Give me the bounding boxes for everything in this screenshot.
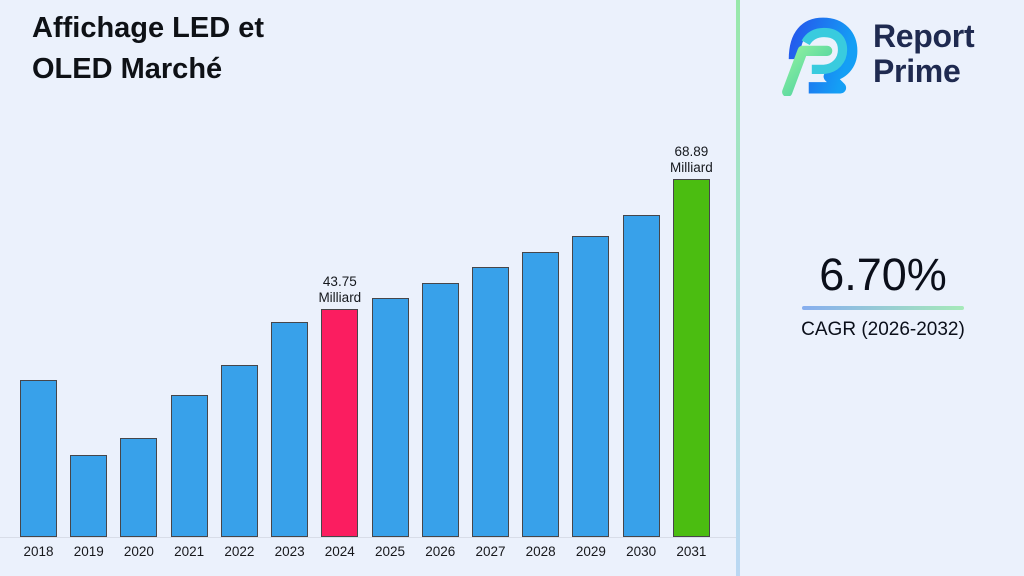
x-axis-label-2025: 2025 (375, 544, 406, 559)
bar-slot-2031: 68.89 Milliard (669, 140, 713, 537)
cagr-underline (802, 306, 964, 310)
bar-slot-2021 (170, 140, 208, 537)
bar-slot-2030 (622, 140, 660, 537)
bar-2020 (120, 438, 158, 537)
bar-slot-2023 (271, 140, 309, 537)
page-title: Affichage LED et OLED Marché (32, 12, 265, 85)
x-axis-label-2020: 2020 (123, 544, 154, 559)
bar-chart: 43.75 Milliard 68.89 Milliard (20, 140, 713, 537)
x-axis-label-2021: 2021 (174, 544, 205, 559)
bar-value-label-2031: 68.89 Milliard (669, 144, 713, 175)
bar-2030 (622, 215, 660, 537)
bar-slot-2022 (220, 140, 258, 537)
bar-slot-2029 (572, 140, 610, 537)
x-axis-line (0, 537, 737, 538)
bar-slot-2025 (371, 140, 409, 537)
x-axis-label-2026: 2026 (425, 544, 456, 559)
brand-name-line2: Prime (873, 53, 961, 89)
bar-2018 (20, 380, 57, 537)
bar-2023 (271, 322, 309, 537)
bar-2022 (220, 365, 258, 537)
cagr-value: 6.70% (819, 249, 947, 300)
bar-slot-2020 (120, 140, 158, 537)
bar-2029 (572, 236, 610, 537)
report-prime-logo: Report Prime (780, 12, 975, 96)
x-axis-label-2023: 2023 (274, 544, 305, 559)
bar-2028 (522, 252, 560, 537)
vertical-divider (736, 0, 740, 576)
bar-slot-2018 (20, 140, 57, 537)
bar-slot-2019 (70, 140, 108, 537)
bar-group: 43.75 Milliard 68.89 Milliard (20, 140, 713, 537)
bar-2031 (672, 179, 710, 537)
report-prime-logo-icon (782, 17, 858, 96)
bar-2026 (421, 283, 459, 537)
bar-2021 (170, 395, 208, 537)
bar-slot-2027 (471, 140, 509, 537)
bar-2027 (471, 267, 509, 537)
brand-name: Report Prime (873, 18, 975, 89)
x-axis-label-2027: 2027 (475, 544, 506, 559)
x-axis-label-2024: 2024 (324, 544, 355, 559)
x-axis-label-2028: 2028 (525, 544, 556, 559)
x-axis-label-2018: 2018 (23, 544, 54, 559)
bar-slot-2028 (522, 140, 560, 537)
x-axis: 2018 2019 2020 2021 2022 2023 2024 2025 2026 2027… (20, 544, 710, 559)
bar-slot-2026 (421, 140, 459, 537)
x-axis-label-2019: 2019 (73, 544, 104, 559)
brand-name-line1: Report (873, 18, 975, 54)
bar-2025 (371, 298, 409, 537)
cagr-label: CAGR (2026-2032) (801, 319, 965, 340)
bar-2019 (70, 455, 108, 537)
x-axis-label-2031: 2031 (676, 544, 707, 559)
x-axis-label-2029: 2029 (575, 544, 606, 559)
x-axis-label-2022: 2022 (224, 544, 255, 559)
bar-2024 (321, 309, 359, 537)
bar-slot-2024: 43.75 Milliard (318, 140, 362, 537)
cagr-block: 6.70% CAGR (2026-2032) (783, 248, 983, 342)
bar-value-label-2024: 43.75 Milliard (318, 274, 362, 305)
x-axis-label-2030: 2030 (626, 544, 657, 559)
